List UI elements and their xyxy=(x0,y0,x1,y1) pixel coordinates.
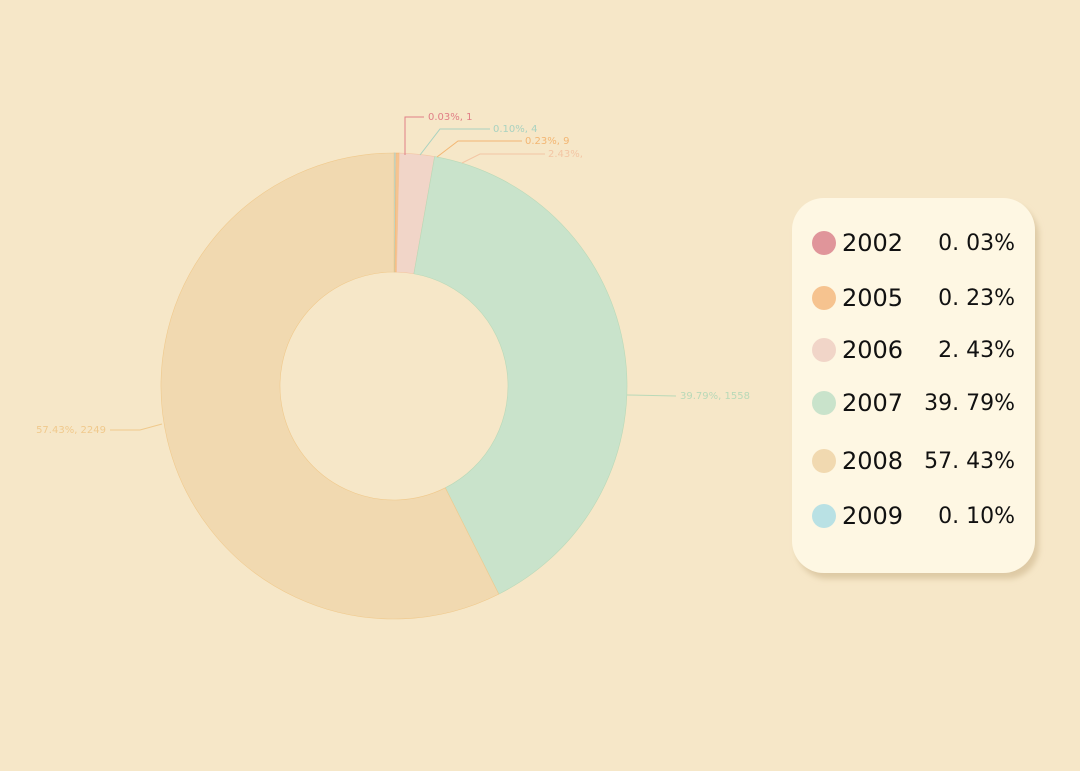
legend-swatch xyxy=(812,391,836,415)
leader-line xyxy=(110,423,163,431)
legend-value: 0. 23% xyxy=(938,286,1015,311)
legend-value: 57. 43% xyxy=(924,449,1015,474)
leader-line xyxy=(419,128,490,156)
legend-label: 2006 xyxy=(842,336,903,364)
legend-swatch xyxy=(812,449,836,473)
legend-swatch xyxy=(812,504,836,528)
legend-value: 2. 43% xyxy=(938,338,1015,363)
legend-label: 2009 xyxy=(842,502,903,530)
legend-label: 2005 xyxy=(842,284,903,312)
legend-value: 0. 10% xyxy=(938,504,1015,529)
slice-label: 39.79%, 1558 xyxy=(680,391,750,402)
legend-value: 0. 03% xyxy=(938,231,1015,256)
slice-label: 0.10%, 4 xyxy=(493,124,538,135)
legend-label: 2008 xyxy=(842,447,903,475)
leader-line xyxy=(436,140,522,158)
leader-line xyxy=(626,394,677,397)
legend-swatch xyxy=(812,286,836,310)
legend-box xyxy=(792,198,1035,573)
legend-label: 2007 xyxy=(842,389,903,417)
leader-line xyxy=(461,153,545,164)
leader-line xyxy=(404,116,424,155)
slice xyxy=(160,152,500,620)
slice-label: 57.43%, 2249 xyxy=(36,425,106,436)
legend-swatch xyxy=(812,231,836,255)
legend-value: 39. 79% xyxy=(924,391,1015,416)
slice-label: 0.23%, 9 xyxy=(525,136,570,147)
legend-label: 2002 xyxy=(842,229,903,257)
legend-swatch xyxy=(812,338,836,362)
slice-label: 0.03%, 1 xyxy=(428,112,473,123)
slice-label: 2.43%, xyxy=(548,149,583,160)
slice xyxy=(413,156,628,595)
